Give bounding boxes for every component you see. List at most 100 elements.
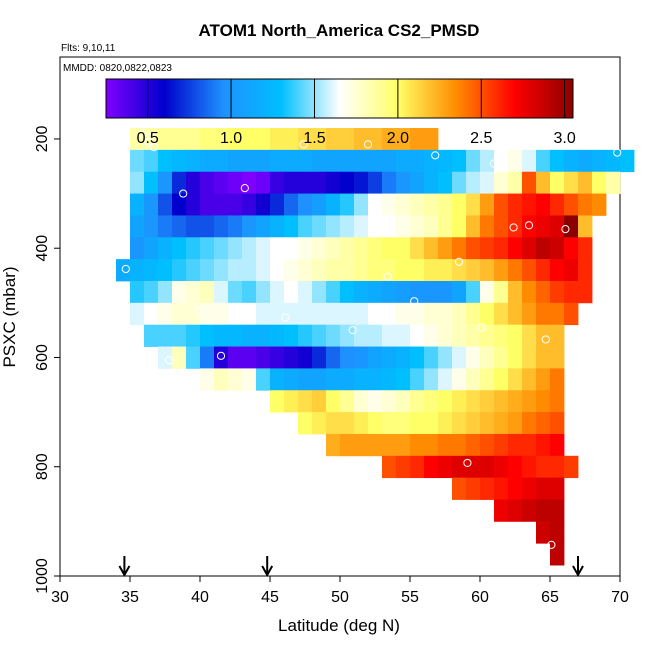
heatmap-cell bbox=[578, 215, 593, 238]
heatmap-cell bbox=[340, 193, 355, 216]
heatmap-cell bbox=[382, 324, 397, 347]
heatmap-cell bbox=[550, 193, 565, 216]
heatmap-cell bbox=[424, 171, 439, 194]
heatmap-cell bbox=[536, 259, 551, 282]
heatmap-cell bbox=[382, 149, 397, 173]
heatmap-cell bbox=[536, 149, 551, 173]
heatmap-cell bbox=[186, 237, 201, 260]
heatmap-cell bbox=[480, 302, 495, 326]
heatmap-cell bbox=[452, 433, 467, 457]
heatmap-cell bbox=[312, 346, 327, 369]
sample-point bbox=[179, 189, 188, 198]
heatmap-cell bbox=[270, 259, 285, 282]
heatmap-cell bbox=[396, 390, 411, 413]
heatmap-cell bbox=[144, 149, 159, 173]
heatmap-cell bbox=[354, 302, 369, 326]
sample-point bbox=[348, 326, 357, 335]
heatmap-cell bbox=[424, 368, 439, 391]
heatmap-cell bbox=[382, 215, 397, 238]
heatmap-cell bbox=[214, 193, 229, 216]
heatmap-cell bbox=[284, 390, 299, 413]
sample-point bbox=[149, 308, 158, 317]
heatmap-cell bbox=[270, 149, 285, 173]
heatmap-cell bbox=[214, 280, 229, 304]
heatmap-cell bbox=[494, 215, 509, 238]
heatmap-cell bbox=[172, 346, 187, 369]
heatmap-cell bbox=[438, 237, 453, 260]
heatmap-cell bbox=[410, 193, 425, 216]
heatmap-cell bbox=[214, 237, 229, 260]
heatmap-cell bbox=[396, 302, 411, 326]
heatmap-cell bbox=[200, 128, 215, 151]
heatmap-cell bbox=[326, 149, 341, 173]
heatmap-cell bbox=[326, 237, 341, 260]
heatmap-cell bbox=[382, 412, 397, 435]
heatmap-cell bbox=[256, 280, 271, 304]
heatmap-cell bbox=[326, 412, 341, 435]
heatmap-cell bbox=[564, 455, 579, 479]
sample-point bbox=[613, 148, 622, 157]
sample-point bbox=[489, 159, 499, 168]
x-tick-label: 70 bbox=[611, 589, 629, 606]
heatmap-cell bbox=[536, 455, 551, 479]
heatmap-cell bbox=[424, 390, 439, 413]
heatmap-cell bbox=[578, 171, 593, 194]
heatmap-cells bbox=[116, 128, 635, 566]
heatmap-cell bbox=[144, 237, 159, 260]
heatmap-cell bbox=[340, 324, 355, 347]
heatmap-cell bbox=[494, 477, 509, 500]
heatmap-cell bbox=[466, 280, 481, 304]
heatmap-cell bbox=[270, 280, 285, 304]
heatmap-cell bbox=[480, 171, 495, 194]
heatmap-cell bbox=[522, 259, 537, 282]
heatmap-cell bbox=[508, 390, 523, 413]
heatmap-cell bbox=[158, 280, 173, 304]
heatmap-cell bbox=[536, 171, 551, 194]
heatmap-cell bbox=[312, 128, 327, 151]
heatmap-cell bbox=[396, 128, 411, 151]
sample-point bbox=[383, 272, 392, 281]
heatmap-cell bbox=[298, 215, 313, 238]
heatmap-cell bbox=[200, 368, 215, 391]
heatmap-cell bbox=[452, 302, 467, 326]
heatmap-cell bbox=[550, 543, 565, 566]
heatmap-cell bbox=[270, 237, 285, 260]
heatmap-cell bbox=[186, 215, 201, 238]
y-tick-label: 200 bbox=[34, 126, 51, 153]
heatmap-cell bbox=[354, 259, 369, 282]
heatmap-cell bbox=[424, 149, 439, 173]
heatmap-cell bbox=[312, 412, 327, 435]
heatmap-cell bbox=[508, 193, 523, 216]
heatmap-cell bbox=[452, 412, 467, 435]
heatmap-cell bbox=[410, 149, 425, 173]
heatmap-cell bbox=[368, 302, 383, 326]
heatmap-cell bbox=[550, 521, 565, 544]
heatmap-cell bbox=[284, 324, 299, 347]
heatmap-cell bbox=[172, 302, 187, 326]
heatmap-cell bbox=[214, 346, 229, 369]
heatmap-cell bbox=[298, 128, 313, 151]
heatmap-cell bbox=[158, 302, 173, 326]
heatmap-cell bbox=[354, 412, 369, 435]
heatmap-cell bbox=[494, 455, 509, 479]
heatmap-cell bbox=[340, 280, 355, 304]
heatmap-cell bbox=[550, 259, 565, 282]
heatmap-cell bbox=[256, 215, 271, 238]
chart-title: ATOM1 North_America CS2_PMSD bbox=[199, 21, 480, 40]
heatmap-cell bbox=[382, 280, 397, 304]
heatmap-cell bbox=[410, 324, 425, 347]
heatmap-cell bbox=[480, 433, 495, 457]
heatmap-cell bbox=[200, 346, 215, 369]
heatmap-cell bbox=[550, 237, 565, 260]
colorbar-tick-label: 0.5 bbox=[137, 130, 159, 147]
x-tick-label: 30 bbox=[51, 589, 69, 606]
heatmap-cell bbox=[522, 215, 537, 238]
heatmap-cell bbox=[144, 324, 159, 347]
heatmap-cell bbox=[368, 433, 383, 457]
heatmap-cell bbox=[242, 259, 257, 282]
heatmap-cell bbox=[256, 171, 271, 194]
y-tick-label: 600 bbox=[34, 344, 51, 371]
heatmap-cell bbox=[382, 368, 397, 391]
heatmap-cell bbox=[564, 237, 579, 260]
heatmap-cell bbox=[564, 171, 579, 194]
